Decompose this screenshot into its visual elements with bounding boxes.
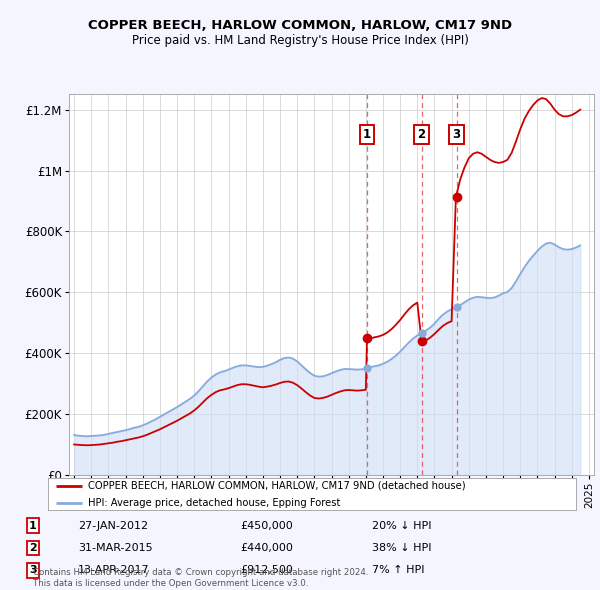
Text: 13-APR-2017: 13-APR-2017 [78, 565, 149, 575]
Text: 3: 3 [29, 565, 37, 575]
Text: Price paid vs. HM Land Registry's House Price Index (HPI): Price paid vs. HM Land Registry's House … [131, 34, 469, 47]
Text: £450,000: £450,000 [240, 520, 293, 530]
Text: 7% ↑ HPI: 7% ↑ HPI [372, 565, 425, 575]
Text: 3: 3 [452, 128, 461, 141]
Text: HPI: Average price, detached house, Epping Forest: HPI: Average price, detached house, Eppi… [88, 497, 340, 507]
Text: 31-MAR-2015: 31-MAR-2015 [78, 543, 152, 553]
Text: COPPER BEECH, HARLOW COMMON, HARLOW, CM17 9ND: COPPER BEECH, HARLOW COMMON, HARLOW, CM1… [88, 19, 512, 32]
Text: £912,500: £912,500 [240, 565, 293, 575]
Text: COPPER BEECH, HARLOW COMMON, HARLOW, CM17 9ND (detached house): COPPER BEECH, HARLOW COMMON, HARLOW, CM1… [88, 481, 465, 491]
Text: 20% ↓ HPI: 20% ↓ HPI [372, 520, 431, 530]
Text: 1: 1 [363, 128, 371, 141]
Text: 1: 1 [29, 520, 37, 530]
Text: Contains HM Land Registry data © Crown copyright and database right 2024.
This d: Contains HM Land Registry data © Crown c… [33, 568, 368, 588]
Text: 2: 2 [29, 543, 37, 553]
Text: 27-JAN-2012: 27-JAN-2012 [78, 520, 148, 530]
Text: £440,000: £440,000 [240, 543, 293, 553]
Text: 38% ↓ HPI: 38% ↓ HPI [372, 543, 431, 553]
Text: 2: 2 [418, 128, 425, 141]
